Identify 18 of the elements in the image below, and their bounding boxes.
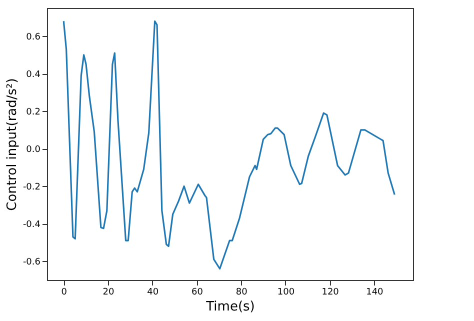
x-tick-label: 0 [61,288,68,298]
y-tick-label: -0.2 [22,182,40,193]
y-tick-label: 0.6 [26,32,41,43]
y-tick-label: 0.2 [26,108,40,118]
x-tick-label: 40 [147,288,159,298]
x-axis-title: Time(s) [205,300,255,314]
x-tick-label: 100 [277,288,295,298]
y-tick-label: 0.0 [26,145,41,156]
x-tick-label: 140 [366,288,384,298]
line-series [62,20,396,270]
x-tick-label: 80 [236,288,248,298]
x-tick-label: 60 [192,288,204,298]
y-tick-label: -0.6 [22,258,41,268]
y-axis-title: Control input(rad/s²) [4,78,20,211]
y-tick-label: -0.4 [22,220,41,230]
y-tick-label: 0.4 [26,70,41,80]
x-tick-label: 20 [102,288,114,298]
x-tick-label: 120 [322,288,340,298]
